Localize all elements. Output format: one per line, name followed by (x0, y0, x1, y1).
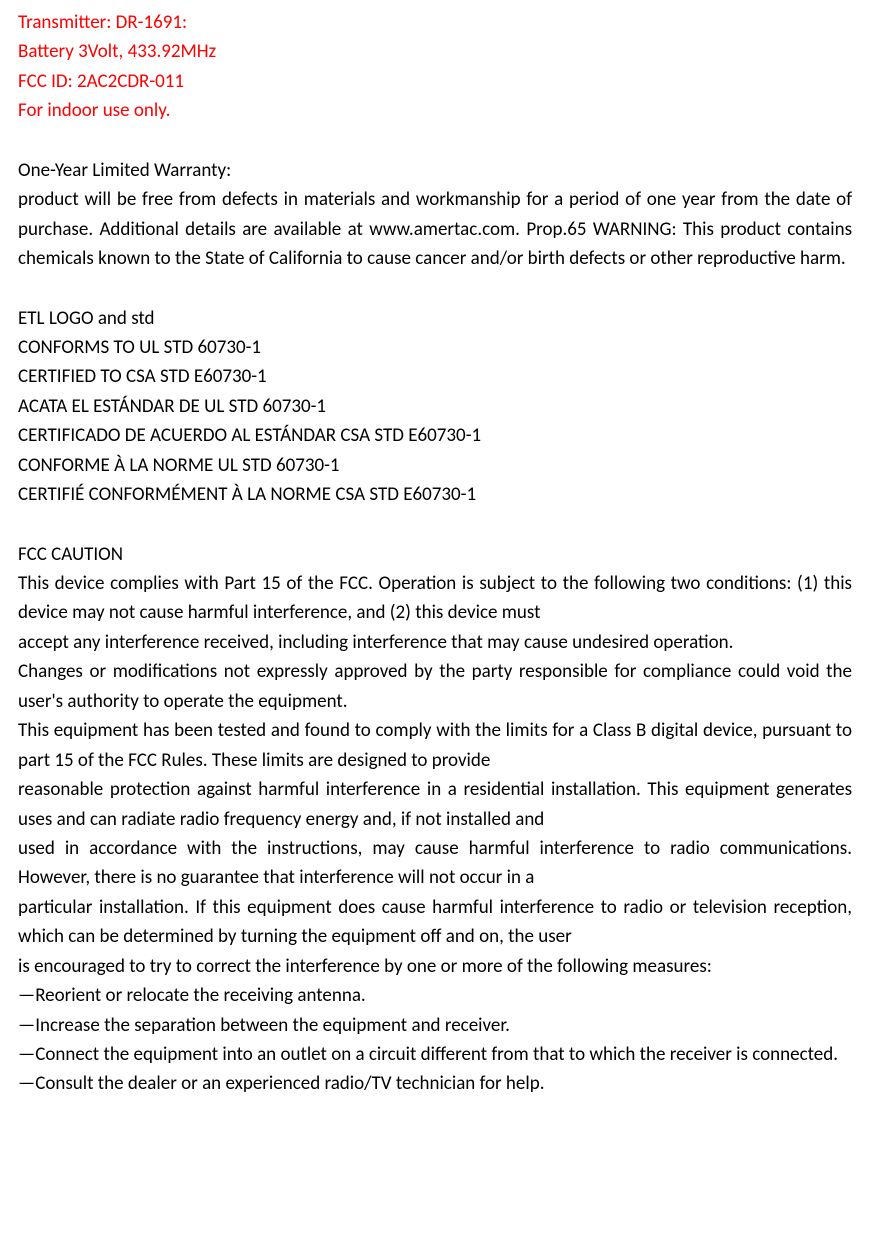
header-fcc-id: FCC ID: 2AC2CDR-011 (18, 67, 852, 96)
fcc-measure: —Connect the equipment into an outlet on… (18, 1040, 852, 1069)
warranty-body: product will be free from defects in mat… (18, 185, 852, 273)
fcc-paragraph: is encouraged to try to correct the inte… (18, 952, 852, 981)
document-body: Transmitter: DR-1691: Battery 3Volt, 433… (18, 8, 852, 1099)
fcc-paragraph: This equipment has been tested and found… (18, 716, 852, 775)
header-indoor-use: For indoor use only. (18, 96, 852, 125)
fcc-paragraph: accept any interference received, includ… (18, 628, 852, 657)
etl-line-3: ACATA EL ESTÁNDAR DE UL STD 60730-1 (18, 392, 852, 421)
etl-line-6: CERTIFIÉ CONFORMÉMENT À LA NORME CSA STD… (18, 480, 852, 509)
fcc-measure: —Reorient or relocate the receiving ante… (18, 981, 852, 1010)
fcc-paragraph: Changes or modifications not expressly a… (18, 657, 852, 716)
fcc-paragraph: particular installation. If this equipme… (18, 893, 852, 952)
etl-line-5: CONFORME À LA NORME UL STD 60730-1 (18, 451, 852, 480)
fcc-measure: —Consult the dealer or an experienced ra… (18, 1069, 852, 1098)
header-transmitter: Transmitter: DR-1691: (18, 8, 852, 37)
warranty-title: One-Year Limited Warranty: (18, 156, 852, 185)
spacer (18, 126, 852, 156)
spacer (18, 274, 852, 304)
etl-line-1: CONFORMS TO UL STD 60730-1 (18, 333, 852, 362)
fcc-paragraph: used in accordance with the instructions… (18, 834, 852, 893)
spacer (18, 510, 852, 540)
etl-line-4: CERTIFICADO DE ACUERDO AL ESTÁNDAR CSA S… (18, 421, 852, 450)
etl-line-2: CERTIFIED TO CSA STD E60730-1 (18, 362, 852, 391)
fcc-paragraph: reasonable protection against harmful in… (18, 775, 852, 834)
etl-title: ETL LOGO and std (18, 304, 852, 333)
header-battery: Battery 3Volt, 433.92MHz (18, 37, 852, 66)
fcc-paragraph: This device complies with Part 15 of the… (18, 569, 852, 628)
fcc-measure: —Increase the separation between the equ… (18, 1011, 852, 1040)
fcc-title: FCC CAUTION (18, 540, 852, 569)
